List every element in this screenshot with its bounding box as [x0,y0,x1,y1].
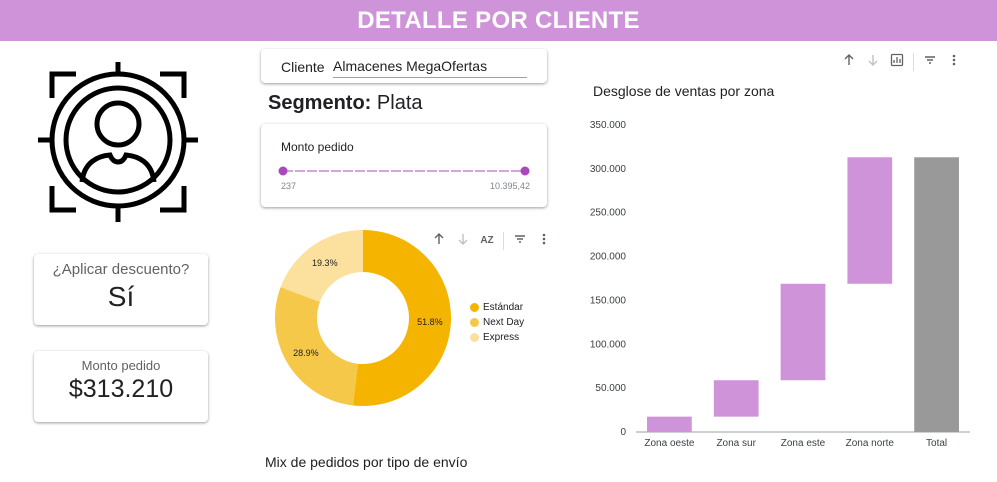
segment-display: Segmento: Plata [268,92,423,115]
legend-swatch [470,303,479,312]
donut-chart-title: Mix de pedidos por tipo de envío [265,454,468,470]
amount-label: Monto pedido [81,358,161,373]
client-label: Cliente [281,59,325,75]
filter-icon[interactable] [918,50,942,74]
discount-value: Sí [107,281,135,312]
y-tick-label: 0 [620,427,626,438]
amount-value: $313.210 [68,375,174,403]
y-tick-label: 150.000 [590,295,627,306]
donut-legend: Estándar Next Day Express [470,302,524,347]
client-filter[interactable]: Cliente Almacenes MegaOfertas [261,49,547,83]
donut-slice-label: 51.8% [417,317,443,327]
donut-slice-1[interactable] [275,287,358,406]
discount-label: ¿Aplicar descuento? [52,261,190,278]
slider-max-handle[interactable] [520,166,530,176]
arrow-down-icon[interactable] [451,229,475,253]
y-tick-label: 200.000 [590,252,627,263]
donut-slice-label: 19.3% [312,258,338,268]
amount-scorecard: Monto pedido $313.210 [34,351,208,422]
x-tick-label: Total [926,438,947,449]
amount-slider-card: Monto pedido 237 10.395,42 [261,124,547,207]
waterfall-bar-4[interactable] [914,157,959,432]
legend-swatch [470,333,479,342]
y-tick-label: 250.000 [590,208,627,219]
y-tick-label: 350.000 [590,120,627,131]
y-tick-label: 50.000 [595,383,626,394]
legend-swatch [470,318,479,327]
toolbar-divider [503,232,504,250]
client-input[interactable]: Almacenes MegaOfertas [333,58,527,78]
legend-item[interactable]: Express [470,332,524,343]
more-icon[interactable] [942,50,966,74]
slider-label: Monto pedido [281,140,354,154]
legend-label: Next Day [483,317,525,328]
header-bar: DETALLE POR CLIENTE [0,0,997,41]
legend-item[interactable]: Next Day [470,317,524,328]
legend-label: Express [483,332,520,343]
segment-value: Plata [376,92,423,114]
waterfall-bar-0[interactable] [647,416,692,432]
filter-icon[interactable] [508,229,532,253]
legend-label: Estándar [483,302,524,313]
waterfall-chart-title: Desglose de ventas por zona [593,83,775,99]
donut-slice-0[interactable] [353,230,451,406]
slider-max-value: 10.395,42 [489,181,530,191]
chart-icon[interactable] [885,50,909,74]
donut-slice-2[interactable] [280,230,363,302]
more-icon[interactable] [532,229,556,253]
arrow-down-icon[interactable] [861,50,885,74]
x-tick-label: Zona norte [846,438,895,449]
user-target-icon [38,62,198,222]
donut-toolbar: AZ [427,229,556,253]
arrow-up-icon[interactable] [427,229,451,253]
donut-slice-label: 28.9% [293,348,319,358]
discount-scorecard: ¿Aplicar descuento? Sí [34,254,208,325]
shipping-mix-donut-chart: 51.8% 28.9% 19.3% [275,230,451,406]
toolbar-divider [913,53,914,71]
sort-az-label: AZ [480,235,494,246]
page-title: DETALLE POR CLIENTE [357,6,640,34]
legend-item[interactable]: Estándar [470,302,524,313]
y-tick-label: 300.000 [590,164,627,175]
waterfall-bar-2[interactable] [780,283,826,381]
segment-label: Segmento: [268,92,372,114]
sales-by-zone-waterfall-chart: 0 50.000 100.000 150.000 200.000 250.000 300.0… [590,120,970,449]
range-slider[interactable] [275,164,537,178]
x-tick-label: Zona sur [716,438,756,449]
arrow-up-icon[interactable] [837,50,861,74]
sort-az-icon[interactable]: AZ [475,229,499,253]
waterfall-bar-3[interactable] [847,157,893,284]
x-tick-label: Zona este [781,438,826,449]
slider-min-handle[interactable] [278,166,288,176]
y-tick-label: 100.000 [590,339,627,350]
waterfall-toolbar [837,50,966,74]
slider-min-value: 237 [281,181,297,191]
x-tick-label: Zona oeste [644,438,694,449]
waterfall-bar-1[interactable] [713,380,759,417]
